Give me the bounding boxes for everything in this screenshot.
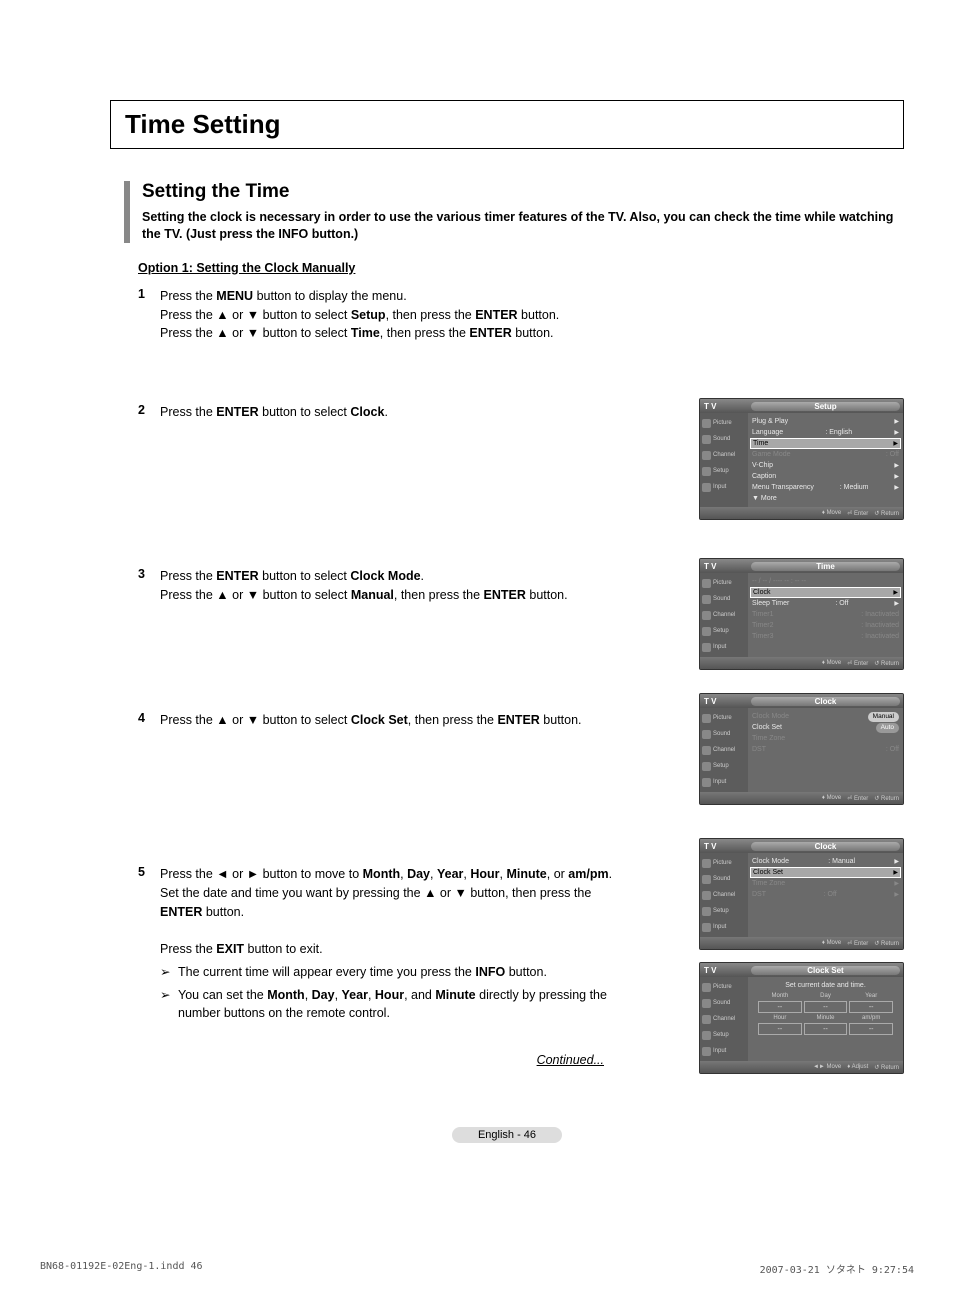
- chevron-right-icon: ▶: [893, 440, 898, 447]
- chevron-right-icon: ▶: [894, 473, 899, 480]
- doc-filename: BN68-01192E-02Eng-1.indd 46: [40, 1261, 203, 1276]
- field-label: Minute: [804, 1015, 848, 1021]
- input-icon: [702, 483, 711, 492]
- osd-title: Time: [751, 562, 900, 571]
- menu-row[interactable]: Language: English▶: [752, 427, 899, 438]
- step-num: 3: [138, 567, 160, 581]
- osd-clock-set: T VClock Set Picture Sound Channel Setup…: [699, 962, 904, 1080]
- menu-row[interactable]: Plug & Play▶: [752, 416, 899, 427]
- menu-row: Time Zone▶: [752, 878, 899, 889]
- clockset-instruction: Set current date and time.: [752, 980, 899, 991]
- step-num: 2: [138, 403, 160, 417]
- option-pill[interactable]: Manual: [868, 712, 899, 722]
- field-label: Day: [804, 993, 848, 999]
- step-text: Press the ◄ or ► button to move to Month…: [160, 865, 640, 1023]
- section-intro: Setting the clock is necessary in order …: [142, 209, 904, 243]
- menu-row-selected[interactable]: Time▶: [750, 438, 901, 449]
- menu-row: DST: Off: [752, 744, 899, 755]
- menu-row[interactable]: Menu Transparency: Medium▶: [752, 482, 899, 493]
- step-text: Press the MENU button to display the men…: [160, 287, 640, 343]
- minute-field[interactable]: --: [804, 1023, 848, 1035]
- hour-field[interactable]: --: [758, 1023, 802, 1035]
- menu-row: Clock Mode Manual: [752, 711, 899, 722]
- step-num: 4: [138, 711, 160, 725]
- document-footer: BN68-01192E-02Eng-1.indd 46 2007-03-21 ソ…: [40, 1261, 914, 1276]
- continued-label: Continued...: [110, 1053, 604, 1067]
- menu-row: Game Mode: Off: [752, 449, 899, 460]
- year-field[interactable]: --: [849, 1001, 893, 1013]
- menu-row: Time Zone: [752, 733, 899, 744]
- menu-row-selected[interactable]: Clock▶: [750, 587, 901, 598]
- field-label: am/pm: [849, 1015, 893, 1021]
- ampm-field[interactable]: --: [849, 1023, 893, 1035]
- setup-icon: [702, 467, 711, 476]
- step-text: Press the ENTER button to select Clock M…: [160, 567, 640, 605]
- sound-icon: [702, 435, 711, 444]
- field-label: Year: [849, 993, 893, 999]
- osd-footer: ♦ Move⏎ Enter↺ Return: [700, 507, 903, 519]
- osd-sidebar: Picture Sound Channel Setup Input: [700, 977, 748, 1061]
- osd-sidebar: Picture Sound Channel Setup Input: [700, 853, 748, 937]
- section-title: Setting the Time: [142, 181, 904, 203]
- osd-footer: ♦ Move⏎ Enter↺ Return: [700, 792, 903, 804]
- menu-row-more[interactable]: ▼ More: [752, 493, 899, 504]
- osd-setup: T VSetup Picture Sound Channel Setup Inp…: [699, 398, 904, 526]
- channel-icon: [702, 451, 711, 460]
- osd-footer: ♦ Move⏎ Enter↺ Return: [700, 657, 903, 669]
- option-label: Option 1: Setting the Clock Manually: [138, 261, 904, 275]
- month-field[interactable]: --: [758, 1001, 802, 1013]
- step-text: Press the ▲ or ▼ button to select Clock …: [160, 711, 640, 730]
- step-text: Press the ENTER button to select Clock.: [160, 403, 640, 422]
- osd-tv-label: T V: [700, 402, 748, 411]
- osd-sidebar: Picture Sound Channel Setup Input: [700, 708, 748, 792]
- menu-row: Timer2: Inactivated: [752, 620, 899, 631]
- time-placeholder: -- / -- / ---- -- : -- --: [752, 576, 899, 587]
- field-label: Hour: [758, 1015, 802, 1021]
- osd-time: T VTime Picture Sound Channel Setup Inpu…: [699, 558, 904, 676]
- osd-footer: ♦ Move⏎ Enter↺ Return: [700, 937, 903, 949]
- osd-title: Clock: [751, 842, 900, 851]
- picture-icon: [702, 419, 711, 428]
- chevron-right-icon: ▶: [894, 429, 899, 436]
- page-number-pill: English - 46: [452, 1127, 562, 1143]
- menu-row[interactable]: V-Chip▶: [752, 460, 899, 471]
- menu-row: Timer3: Inactivated: [752, 631, 899, 642]
- menu-row[interactable]: Caption▶: [752, 471, 899, 482]
- osd-title: Setup: [751, 402, 900, 411]
- osd-sidebar: Picture Sound Channel Setup Input: [700, 413, 748, 507]
- step-num: 5: [138, 865, 160, 879]
- osd-title: Clock: [751, 697, 900, 706]
- osd-clock-set-select: T VClock Picture Sound Channel Setup Inp…: [699, 838, 904, 956]
- section-header: Setting the Time Setting the clock is ne…: [124, 181, 904, 243]
- day-field[interactable]: --: [804, 1001, 848, 1013]
- chevron-right-icon: ▶: [894, 462, 899, 469]
- osd-sidebar: Picture Sound Channel Setup Input: [700, 573, 748, 657]
- osd-footer: ◄► Move♦ Adjust↺ Return: [700, 1061, 903, 1073]
- note: ➢ You can set the Month, Day, Year, Hour…: [160, 986, 630, 1024]
- note-icon: ➢: [160, 963, 178, 982]
- option-pill[interactable]: Auto: [876, 723, 899, 733]
- step-1: 1 Press the MENU button to display the m…: [138, 287, 904, 343]
- menu-row[interactable]: Sleep Timer: Off▶: [752, 598, 899, 609]
- note-icon: ➢: [160, 986, 178, 1024]
- field-label: Month: [758, 993, 802, 999]
- menu-row: DST: Off▶: [752, 889, 899, 900]
- chevron-right-icon: ▶: [894, 418, 899, 425]
- chevron-right-icon: ▶: [894, 484, 899, 491]
- main-title: Time Setting: [125, 109, 889, 140]
- main-title-box: Time Setting: [110, 100, 904, 149]
- note: ➢ The current time will appear every tim…: [160, 963, 630, 982]
- menu-row[interactable]: Clock Set Auto: [752, 722, 899, 733]
- osd-clock-mode: T VClock Picture Sound Channel Setup Inp…: [699, 693, 904, 811]
- osd-title: Clock Set: [751, 966, 900, 975]
- doc-timestamp: 2007-03-21 ソタネト 9:27:54: [760, 1261, 914, 1276]
- menu-row-selected[interactable]: Clock Set▶: [750, 867, 901, 878]
- step-num: 1: [138, 287, 160, 301]
- menu-row: Timer1: Inactivated: [752, 609, 899, 620]
- menu-row[interactable]: Clock Mode: Manual▶: [752, 856, 899, 867]
